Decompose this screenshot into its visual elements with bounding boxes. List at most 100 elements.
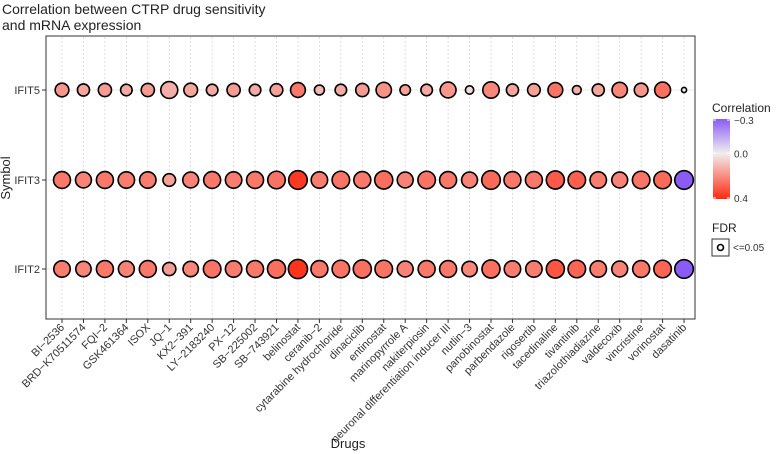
bubble-ifit5-0 (54, 82, 70, 98)
colorbar-tick-label: 0.4 (734, 194, 748, 205)
bubble-ifit3-22 (524, 170, 544, 190)
bubble-ifit3-2 (95, 170, 115, 190)
bubble-ifit2-14 (352, 259, 373, 279)
fdr-legend-title: FDR (712, 221, 737, 235)
bubble-ifit2-0 (52, 259, 72, 279)
fdr-legend-marker (716, 243, 725, 252)
bubble-ifit3-14 (353, 170, 372, 190)
bubble-ifit5-1 (76, 83, 91, 97)
bubble-ifit2-4 (138, 259, 158, 279)
bubble-ifit2-29 (673, 258, 695, 280)
bubble-ifit3-9 (245, 170, 265, 190)
y-axis-ticks: IFIT5 IFIT3 IFIT2 (14, 85, 46, 276)
fdr-legend-key (711, 238, 730, 257)
bubble-ifit3-26 (610, 171, 629, 189)
bubble-ifit5-18 (439, 81, 457, 99)
bubble-ifit2-1 (74, 260, 92, 278)
y-axis-title: Symbol (0, 156, 13, 199)
bubble-ifit3-20 (480, 169, 502, 191)
bubble-ifit3-18 (438, 170, 458, 190)
bubble-ifit3-6 (181, 171, 200, 189)
bubble-ifit2-18 (438, 259, 458, 279)
bubble-ifit2-12 (310, 259, 329, 279)
bubble-ifit2-9 (245, 259, 265, 279)
bubble-ifit5-6 (183, 82, 199, 98)
fdr-legend-label: <=0.05 (733, 243, 765, 254)
bubble-ifit2-19 (461, 260, 479, 278)
bubble-ifit5-25 (591, 83, 606, 97)
bubble-ifit3-3 (117, 170, 136, 190)
bubble-ifit2-2 (95, 259, 115, 279)
bubble-ifit3-13 (331, 170, 351, 190)
x-tick-label: ISOX (126, 321, 154, 349)
bubble-ifit5-20 (481, 80, 501, 100)
bubble-ifit5-5 (159, 80, 179, 100)
bubble-ifit5-29 (680, 86, 688, 94)
colorbar-tick-label: 0.0 (734, 149, 748, 160)
bubble-ifit5-26 (611, 81, 629, 99)
bubble-ifit5-15 (375, 81, 393, 99)
bubble-ifit2-3 (117, 260, 136, 278)
bubble-ifit3-29 (673, 169, 695, 191)
bubble-ifit2-28 (653, 259, 673, 279)
bubbles (52, 80, 695, 280)
bubble-ifit5-10 (269, 82, 284, 98)
bubble-ifit5-19 (464, 85, 475, 95)
bubble-ifit3-15 (373, 170, 394, 190)
bubble-ifit3-23 (545, 170, 566, 190)
bubble-ifit2-24 (567, 259, 587, 279)
colorbar-tick-label: −0.3 (734, 116, 754, 127)
bubble-ifit2-16 (396, 260, 414, 278)
bubble-ifit5-11 (289, 81, 307, 99)
bubble-ifit3-10 (266, 170, 287, 190)
y-tick-label-ifit5: IFIT5 (14, 85, 40, 97)
bubble-ifit5-12 (313, 84, 326, 96)
chart-title-line-1: Correlation between CTRP drug sensitivit… (2, 1, 266, 17)
bubble-ifit2-13 (331, 259, 351, 279)
correlation-legend: Correlation −0.3 0.0 0.4 (712, 101, 771, 205)
bubble-ifit2-17 (417, 259, 436, 279)
fdr-legend: FDR <=0.05 (711, 221, 765, 257)
y-tick-label-ifit2: IFIT2 (14, 264, 40, 276)
correlation-colorbar (713, 119, 730, 199)
chart-title-line-2: and mRNA expression (2, 17, 141, 33)
bubble-ifit3-7 (202, 170, 222, 190)
bubble-ifit3-25 (589, 170, 608, 190)
bubble-ifit5-7 (205, 83, 219, 97)
y-tick-label-ifit3: IFIT3 (14, 175, 40, 187)
bubble-ifit2-10 (266, 259, 287, 279)
bubble-ifit5-21 (505, 83, 520, 97)
bubble-ifit5-3 (119, 83, 133, 97)
bubble-ifit2-23 (545, 259, 566, 279)
bubble-ifit2-21 (503, 259, 522, 279)
bubble-ifit5-23 (547, 81, 564, 99)
bubble-ifit5-8 (226, 82, 241, 98)
bubble-ifit3-19 (460, 171, 479, 189)
bubble-ifit5-22 (526, 82, 542, 98)
bubble-ifit3-0 (52, 170, 72, 190)
bubble-ifit2-20 (481, 259, 501, 279)
bubble-ifit3-17 (417, 170, 437, 190)
bubble-ifit2-15 (374, 259, 394, 279)
bubble-ifit2-22 (524, 259, 543, 279)
bubble-ifit3-24 (567, 170, 587, 190)
correlation-legend-title: Correlation (712, 101, 771, 115)
bubble-ifit5-13 (334, 83, 348, 97)
bubble-ifit5-14 (354, 82, 370, 98)
bubble-ifit3-16 (396, 171, 414, 189)
bubble-ifit3-11 (287, 169, 309, 191)
bubble-ifit3-12 (310, 170, 329, 190)
bubble-ifit5-9 (248, 83, 262, 97)
bubble-ifit2-25 (589, 259, 608, 279)
x-axis-title: Drugs (331, 436, 366, 451)
bubble-ifit5-2 (97, 82, 113, 98)
bubble-ifit3-8 (224, 170, 243, 190)
bubble-ifit3-28 (653, 170, 673, 190)
bubble-ifit3-27 (631, 170, 651, 190)
bubble-ifit2-5 (161, 261, 177, 277)
bubble-ifit2-11 (287, 258, 309, 280)
bubble-ifit2-27 (631, 259, 651, 279)
bubble-ifit2-6 (182, 260, 200, 278)
bubble-ifit2-26 (610, 260, 629, 278)
